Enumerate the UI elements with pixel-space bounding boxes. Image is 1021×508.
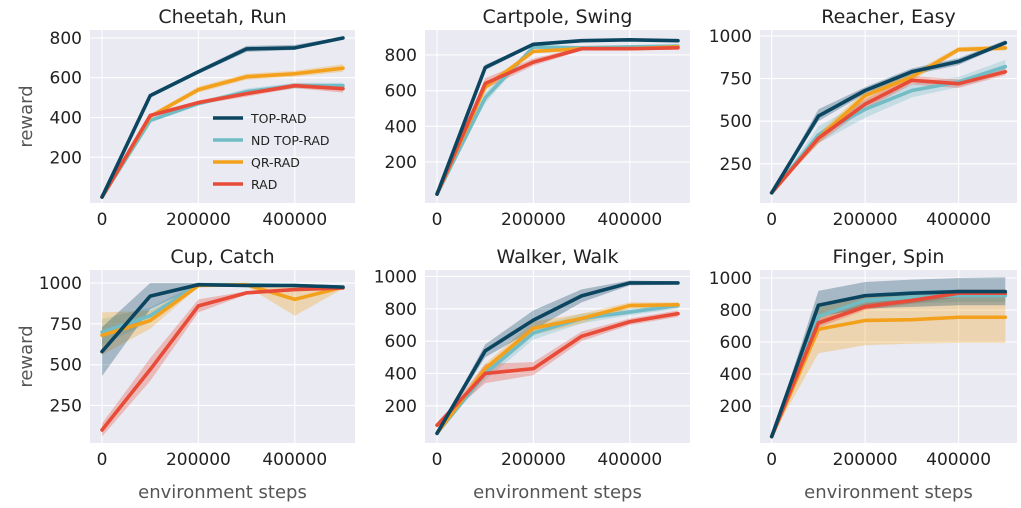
y-tick-label: 800 (385, 46, 417, 66)
x-axis-label: environment steps (473, 482, 642, 503)
y-tick-label: 250 (720, 155, 752, 175)
y-tick-label: 750 (50, 315, 82, 335)
band-qr-rad (102, 283, 343, 355)
y-tick-label: 600 (50, 69, 82, 89)
y-tick-label: 1000 (39, 274, 82, 294)
y-tick-label: 400 (385, 117, 417, 137)
series-line-top-rad (100, 36, 345, 199)
chart-title: Cheetah, Run (158, 6, 286, 28)
chart-title: Cartpole, Swing (483, 6, 633, 28)
series-line-top-rad (435, 38, 680, 196)
panel-walker-walk: Walker, Walk 0 200000 400000 200 400 600 800 100… (374, 246, 690, 503)
series-line-nd-top-rad (769, 293, 1008, 439)
chart-title: Walker, Walk (497, 246, 619, 268)
panel-finger-spin: Finger, Spin 0 200000 400000 200 400 600 800 100… (709, 246, 1017, 503)
x-tick-label: 200000 (501, 210, 566, 230)
plot-area (425, 270, 690, 443)
x-axis-label: environment steps (804, 482, 973, 503)
band-top-rad (437, 280, 678, 434)
x-tick-label: 0 (432, 210, 443, 230)
y-tick-label: 1000 (374, 267, 417, 287)
series-line-top-rad (769, 40, 1008, 195)
y-tick-label: 800 (720, 301, 752, 321)
y-tick-label: 400 (385, 364, 417, 384)
y-tick-label: 600 (385, 82, 417, 102)
y-tick-label: 200 (720, 397, 752, 417)
y-tick-label: 1000 (709, 27, 752, 47)
y-axis-label: reward (16, 325, 37, 387)
x-tick-label: 0 (766, 450, 777, 470)
y-tick-label: 600 (720, 333, 752, 353)
series-line-qr-rad (435, 302, 680, 436)
x-tick-label: 200000 (833, 210, 898, 230)
x-tick-label: 200000 (166, 210, 231, 230)
legend: TOP-RAD ND TOP-RAD QR-RAD RAD (213, 111, 330, 192)
x-tick-label: 0 (97, 210, 108, 230)
band-nd-top-rad (437, 44, 678, 195)
panel-cup-catch: Cup, Catch 0 200000 400000 250 500 750 1000 rewa… (16, 246, 355, 503)
series-line-rad (769, 69, 1008, 195)
band-rad (102, 286, 343, 437)
plot-area (760, 30, 1017, 203)
series-line-rad (435, 311, 680, 428)
x-tick-label: 200000 (166, 450, 231, 470)
x-tick-label: 400000 (262, 450, 327, 470)
y-tick-label: 600 (385, 332, 417, 352)
chart-title: Finger, Spin (833, 246, 945, 268)
x-axis-label: environment steps (138, 482, 307, 503)
panel-cheetah-run: Cheetah, Run 0 200000 400000 200 400 600 800 rew… (16, 6, 355, 230)
series-line-rad (100, 286, 345, 432)
x-tick-label: 0 (766, 210, 777, 230)
panel-reacher-easy: Reacher, Easy 0 200000 400000 250 500 750 1000 (709, 6, 1017, 230)
x-tick-label: 200000 (833, 450, 898, 470)
legend-label-rad: RAD (251, 177, 277, 192)
y-tick-label: 1000 (709, 269, 752, 289)
y-tick-label: 750 (720, 70, 752, 90)
y-axis-label: reward (16, 85, 37, 147)
legend-label-nd-top-rad: ND TOP-RAD (251, 133, 330, 148)
chart-title: Reacher, Easy (821, 6, 956, 28)
panel-cartpole-swing: Cartpole, Swing 0 200000 400000 200 400 600 800 (385, 6, 690, 230)
y-tick-label: 200 (385, 153, 417, 173)
x-tick-label: 400000 (926, 210, 991, 230)
y-tick-label: 250 (50, 396, 82, 416)
y-tick-label: 400 (50, 108, 82, 128)
y-tick-label: 200 (385, 397, 417, 417)
series-line-rad (435, 46, 680, 196)
y-tick-label: 800 (50, 29, 82, 49)
series-line-top-rad (769, 289, 1008, 439)
x-tick-label: 400000 (262, 210, 327, 230)
x-tick-label: 0 (97, 450, 108, 470)
x-tick-label: 200000 (501, 450, 566, 470)
y-tick-label: 800 (385, 300, 417, 320)
series-line-nd-top-rad (769, 64, 1008, 195)
x-tick-label: 400000 (597, 210, 662, 230)
x-tick-label: 400000 (926, 450, 991, 470)
chart-title: Cup, Catch (170, 246, 274, 268)
x-tick-label: 0 (432, 450, 443, 470)
y-tick-label: 200 (50, 148, 82, 168)
band-qr-rad (771, 294, 1006, 437)
legend-label-qr-rad: QR-RAD (251, 155, 300, 170)
series-line-rad (100, 83, 345, 199)
series-line-qr-rad (769, 315, 1008, 439)
y-tick-label: 500 (50, 356, 82, 376)
series-line-top-rad (435, 281, 680, 436)
y-tick-label: 400 (720, 365, 752, 385)
x-tick-label: 400000 (597, 450, 662, 470)
series-line-top-rad (100, 282, 345, 354)
y-tick-label: 500 (720, 112, 752, 132)
legend-label-top-rad: TOP-RAD (250, 111, 307, 126)
